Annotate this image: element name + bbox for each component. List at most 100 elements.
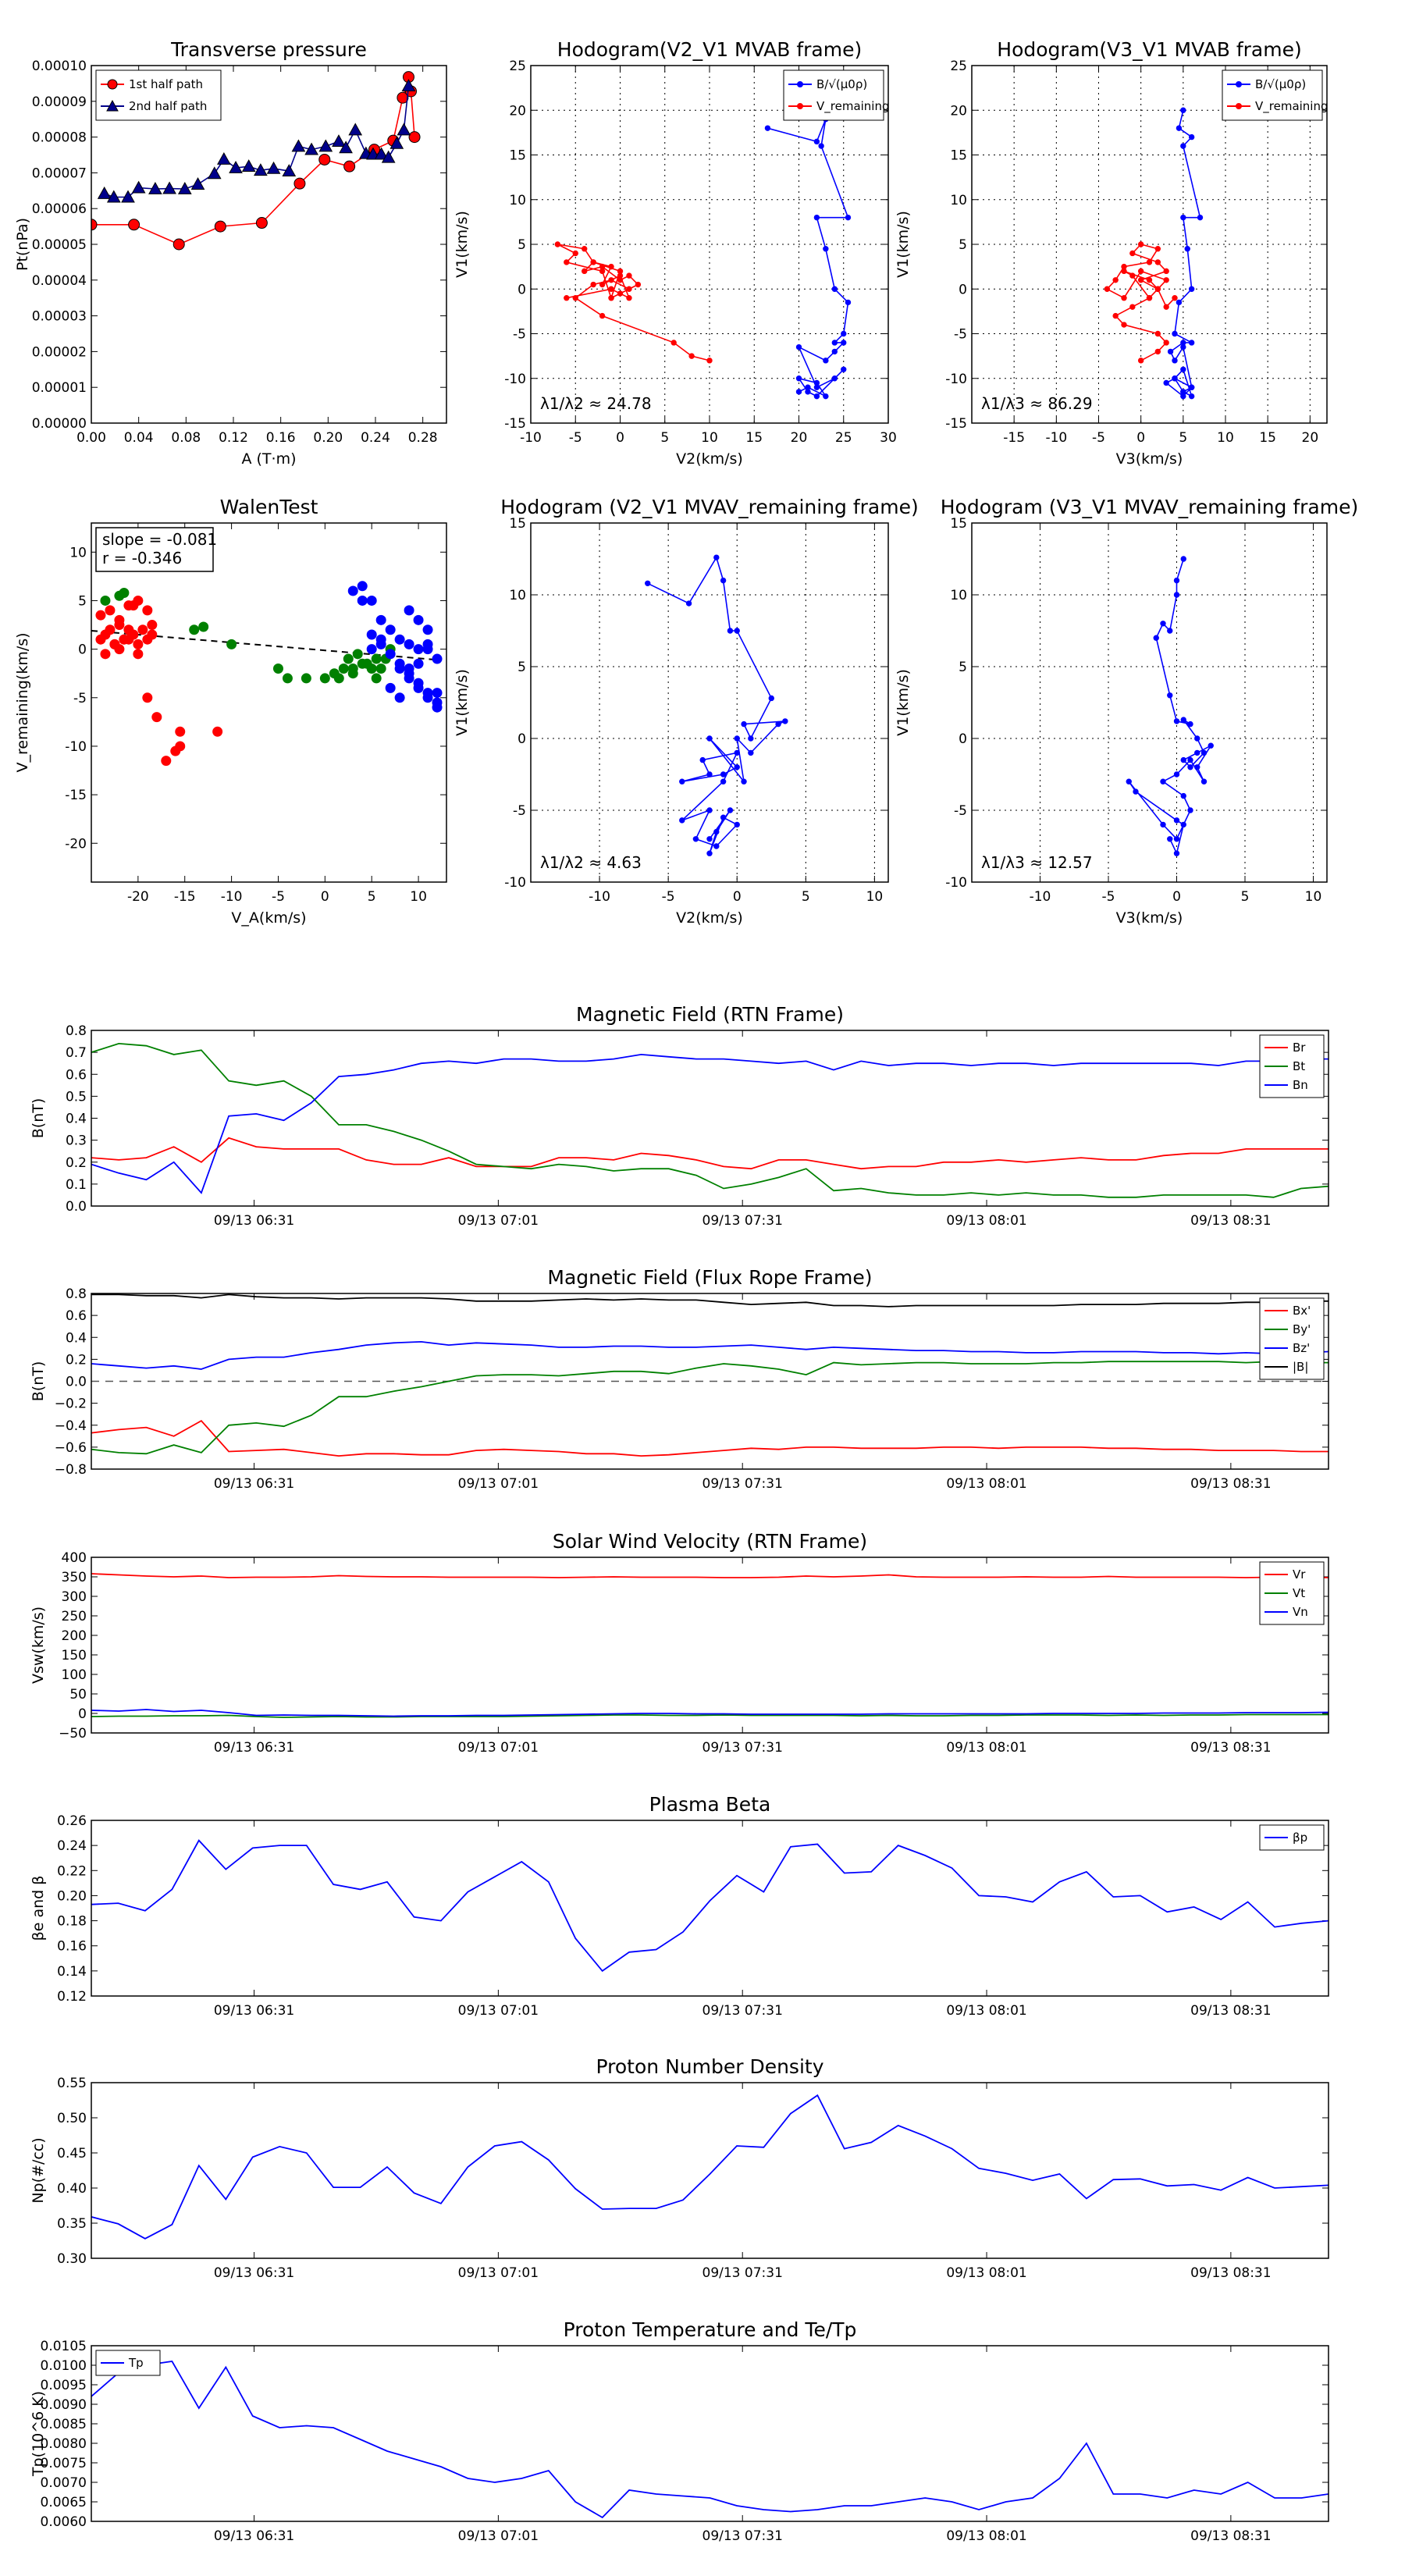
- data-point: [173, 238, 185, 251]
- data-point: [564, 295, 570, 301]
- data-point: [105, 605, 116, 616]
- x-axis-label: V2(km/s): [676, 909, 743, 927]
- x-tick-label: 0: [616, 430, 624, 446]
- data-point: [394, 634, 405, 645]
- x-tick-label: 09/13 08:01: [946, 2003, 1026, 2019]
- data-point: [385, 682, 396, 693]
- data-point: [1126, 778, 1132, 785]
- y-tick-label: 0.20: [57, 1888, 87, 1904]
- y-tick-label: 300: [62, 1589, 87, 1605]
- plot-area: [91, 2094, 1329, 2240]
- data-point: [1180, 343, 1186, 350]
- data-point: [841, 340, 847, 346]
- series-line-2: [91, 1709, 1329, 1717]
- data-point: [617, 272, 624, 279]
- chart-title: Hodogram (V2_V1 MVAV_remaining frame): [500, 496, 919, 518]
- data-point: [679, 778, 685, 785]
- data-point: [333, 673, 344, 684]
- data-point: [318, 153, 331, 165]
- y-tick-label: 0.6: [66, 1308, 87, 1324]
- x-tick-label: 09/13 07:31: [702, 2265, 783, 2281]
- data-point: [845, 214, 852, 221]
- y-tick-label: −50: [59, 1726, 87, 1742]
- y-tick-label: 10: [950, 193, 967, 208]
- legend-box: [1259, 1297, 1325, 1380]
- x-tick-label: 09/13 08:01: [946, 2528, 1026, 2544]
- y-tick-label: -10: [945, 875, 967, 891]
- data-point: [1172, 330, 1178, 337]
- data-point: [845, 299, 852, 306]
- y-tick-label: 0.30: [57, 2251, 87, 2267]
- y-tick-label: 15: [950, 516, 967, 532]
- y-tick-label: -10: [504, 875, 526, 891]
- y-tick-label: −0.6: [55, 1440, 87, 1456]
- plot-area: [91, 1293, 1329, 1457]
- y-tick-label: 5: [959, 237, 967, 253]
- data-point: [148, 181, 162, 194]
- y-tick-label: 250: [62, 1609, 87, 1624]
- data-point: [734, 628, 740, 634]
- chart-title: Magnetic Field (RTN Frame): [576, 1003, 844, 1026]
- data-point: [741, 778, 747, 785]
- legend-label: Tp: [128, 2356, 144, 2370]
- data-point: [1146, 277, 1153, 283]
- data-point: [795, 343, 802, 350]
- data-point: [217, 151, 231, 165]
- data-point: [590, 281, 596, 288]
- legend-label: |B|: [1293, 1360, 1308, 1374]
- y-axis-label: B(nT): [30, 1361, 47, 1402]
- data-point: [161, 756, 172, 767]
- data-point: [734, 749, 740, 756]
- y-tick-label: 0.50: [57, 2111, 87, 2126]
- data-point: [1172, 375, 1178, 382]
- eigenvalue-ratio: λ1/λ3 ≈ 86.29: [981, 394, 1093, 413]
- y-tick-label: -10: [504, 372, 526, 387]
- series-line-1: [91, 1361, 1329, 1455]
- data-point: [831, 340, 838, 346]
- data-point: [720, 577, 727, 584]
- y-tick-label: 100: [62, 1667, 87, 1683]
- legend-box: [1222, 69, 1323, 121]
- plot-frame: [971, 65, 1328, 424]
- data-point: [706, 771, 713, 777]
- data-point: [1160, 778, 1166, 785]
- data-point: [1163, 268, 1169, 275]
- plot-frame: [91, 65, 447, 424]
- data-point: [404, 639, 414, 649]
- y-tick-label: 0: [518, 282, 526, 297]
- data-point: [189, 624, 200, 635]
- data-point: [347, 663, 358, 674]
- data-point: [408, 131, 421, 144]
- chart-title: Hodogram (V3_V1 MVAV_remaining frame): [941, 496, 1359, 518]
- y-tick-label: 0.0085: [41, 2417, 87, 2432]
- plot-area: [91, 1839, 1329, 1973]
- data-point: [357, 595, 368, 606]
- y-tick-label: -5: [513, 803, 526, 819]
- y-tick-label: -5: [73, 691, 87, 706]
- x-tick-label: 10: [410, 889, 427, 905]
- data-point: [106, 190, 121, 203]
- series-line-0: [91, 2361, 1329, 2519]
- x-tick-label: 09/13 07:01: [458, 1213, 539, 1229]
- data-point: [422, 624, 433, 635]
- y-tick-label: 10: [509, 588, 526, 603]
- data-point: [404, 605, 414, 616]
- data-point: [1187, 756, 1193, 763]
- series-line-0: [91, 2094, 1329, 2240]
- data-point: [1173, 850, 1180, 856]
- data-point: [1153, 635, 1159, 641]
- plot-frame: [91, 2082, 1329, 2259]
- data-point: [1188, 384, 1195, 390]
- data-point: [1180, 143, 1186, 149]
- data-point: [713, 828, 720, 835]
- y-tick-label: 0.35: [57, 2216, 87, 2232]
- legend-label: Vr: [1293, 1567, 1306, 1582]
- x-tick-label: 5: [802, 889, 810, 905]
- x-tick-label: -5: [1102, 889, 1115, 905]
- series-line-0: [647, 556, 786, 854]
- x-tick-label: 09/13 08:31: [1190, 1740, 1271, 1756]
- data-point: [133, 639, 144, 649]
- x-tick-label: 0.04: [124, 430, 154, 446]
- data-point: [706, 836, 713, 842]
- chart-title: Hodogram(V3_V1 MVAB frame): [997, 38, 1301, 61]
